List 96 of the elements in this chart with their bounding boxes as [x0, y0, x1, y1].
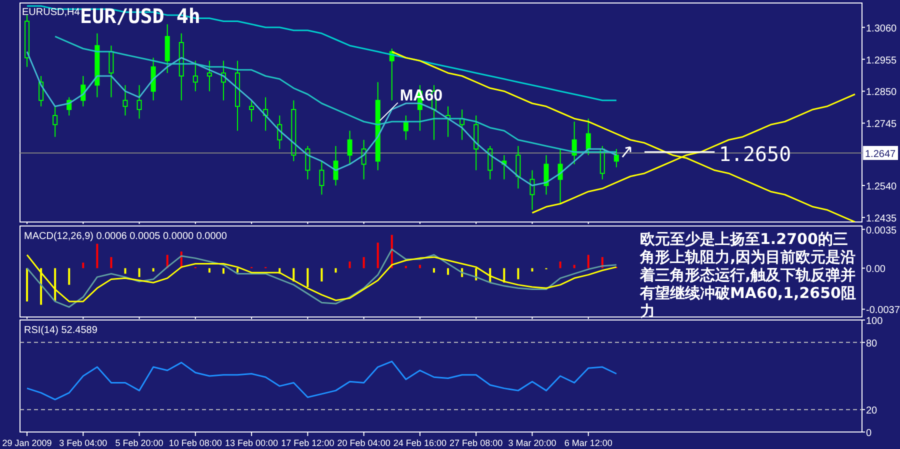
bar [208, 268, 210, 273]
candlestick [291, 100, 296, 162]
bar [432, 268, 435, 273]
bar [306, 268, 309, 288]
candlestick [460, 108, 465, 140]
bar [587, 254, 590, 268]
x-tick-label: 13 Feb 00:00 [225, 438, 278, 448]
candlestick [24, 14, 30, 68]
bar [334, 268, 337, 273]
text: MACD(12,26,9) 0.0006 0.0005 0.0000 0.0000 [24, 231, 228, 242]
bar [320, 268, 323, 282]
annotation: EURUSD,H4 [22, 7, 80, 18]
candlestick [220, 60, 226, 101]
candlestick [38, 76, 44, 107]
candlestick [122, 84, 128, 116]
candlestick [361, 139, 366, 180]
candlestick [403, 115, 408, 140]
bar [26, 268, 28, 302]
x-tick-label: 5 Feb 20:00 [115, 438, 164, 448]
x-tick-label: 27 Feb 08:00 [450, 438, 503, 448]
y-tick-label: 80 [866, 338, 878, 350]
x-tick-label: 17 Feb 12:00 [281, 438, 334, 448]
bar [348, 262, 351, 268]
bar [447, 268, 450, 275]
x-tick-label: 24 Feb 16:00 [393, 438, 446, 448]
x-tick-label: 3 Mar 20:00 [508, 438, 556, 448]
y-tick-label: 0.00 [866, 264, 886, 276]
candlestick [586, 118, 591, 156]
candlestick [516, 145, 521, 190]
bar [68, 268, 70, 285]
y-tick-label: 100 [866, 316, 884, 327]
bar [503, 268, 506, 283]
y-tick-label: 1.2435 [866, 213, 898, 224]
candlestick [136, 84, 142, 120]
bar [138, 268, 140, 278]
y-tick-label: 20 [866, 406, 878, 417]
candlestick [108, 45, 114, 98]
candlestick [150, 57, 156, 101]
candlestick [600, 145, 605, 180]
x-tick-label: 29 Jan 2009 [2, 438, 52, 448]
bar [110, 257, 112, 268]
x-tick-label: 6 Mar 12:00 [564, 438, 612, 448]
bar [559, 262, 562, 268]
bar [152, 268, 154, 272]
y-tick-label: 0 [866, 428, 872, 439]
candlestick [249, 100, 254, 122]
bar [96, 244, 98, 268]
candlestick [488, 145, 493, 180]
candlestick [277, 115, 282, 150]
candlestick [347, 130, 352, 165]
ref-line-label: 1.2647 [865, 148, 896, 160]
y-tick-label: 1.2955 [866, 55, 898, 66]
line-series [26, 50, 618, 186]
bar [124, 268, 126, 274]
line-series [26, 248, 618, 308]
candlestick [319, 160, 324, 196]
candlestick [474, 115, 479, 171]
line-series [54, 36, 618, 153]
candlestick [530, 170, 535, 210]
bar [222, 268, 224, 274]
candlestick [94, 32, 100, 98]
bar [376, 242, 379, 268]
candlestick [52, 106, 58, 138]
x-tick-label: 20 Feb 04:00 [337, 438, 390, 448]
candlestick [178, 32, 184, 101]
x-tick-label: 3 Feb 04:00 [59, 438, 108, 448]
candlestick [192, 60, 198, 92]
candlestick [558, 148, 563, 204]
candlestick [305, 145, 310, 180]
candlestick [375, 82, 380, 171]
bar [517, 268, 520, 280]
y-tick-label: -0.0037 [866, 305, 900, 316]
line-series [26, 254, 618, 302]
bar [531, 268, 534, 272]
y-tick-label: 1.2540 [866, 182, 898, 192]
y-tick-label: 0.0035 [866, 225, 898, 236]
line-series [391, 50, 856, 222]
candlestick [333, 145, 338, 186]
candlestick [164, 24, 170, 74]
candlestick [446, 106, 451, 138]
annotation: 1.2650 [718, 142, 792, 166]
candlestick [235, 60, 240, 132]
text: RSI(14) 52.4589 [24, 325, 98, 336]
candlestick [544, 154, 549, 196]
bar [362, 257, 365, 268]
bar [82, 262, 84, 268]
x-tick-label: 10 Feb 08:00 [168, 438, 222, 448]
candlestick [263, 96, 268, 132]
line-series [26, 360, 618, 400]
y-tick-label: 1.2850 [866, 87, 898, 98]
y-tick-label: 1.3060 [866, 23, 898, 34]
bar [236, 268, 239, 273]
y-tick-label: 1.2745 [866, 119, 898, 130]
candlestick [614, 148, 619, 168]
candlestick [206, 60, 212, 92]
candlestick [572, 121, 577, 165]
